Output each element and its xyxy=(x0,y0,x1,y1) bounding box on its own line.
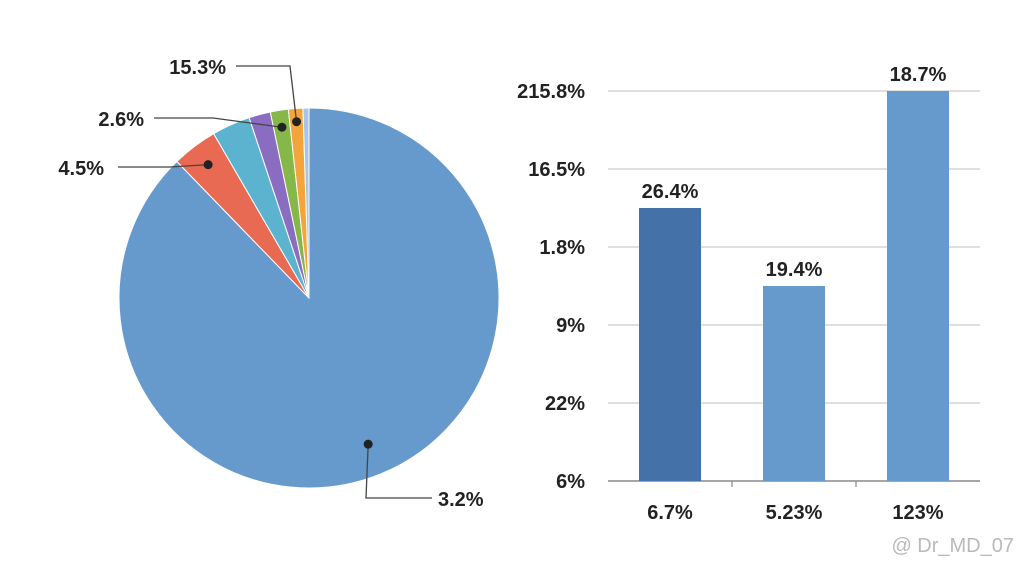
pie-leader-line xyxy=(118,163,209,168)
pie-leader-dot xyxy=(292,117,302,127)
bar-category-label: 5.23% xyxy=(766,502,823,524)
pie-leader-dot xyxy=(277,122,287,132)
pie-leader-line xyxy=(154,117,283,128)
pie-chart: 3.2% 4.5% 2.6% 15.3% xyxy=(58,57,500,511)
bar-y-tick-label: 215.8% xyxy=(517,81,585,103)
pie-leader-dot xyxy=(363,439,373,449)
bar-0 xyxy=(639,208,701,481)
pie-slice-6 xyxy=(302,107,310,299)
pie-leader-line xyxy=(365,444,432,499)
bar-data-label: 26.4% xyxy=(642,181,699,203)
bar-data-label: 18.7% xyxy=(890,64,947,86)
pie-slice-label: 4.5% xyxy=(58,158,104,180)
bar-data-label: 19.4% xyxy=(766,259,823,281)
bar-y-tick-label: 22% xyxy=(545,393,585,415)
pie-leader-dot xyxy=(203,160,213,170)
bar-y-tick-label: 1.8% xyxy=(539,237,585,259)
bar-chart: 6% 22% 9% 1.8% 16.5% 215.8% 26.4% 6.7% 19.4% 5.23… xyxy=(517,64,980,524)
bar-category-label: 123% xyxy=(892,502,943,524)
bar-y-tick-label: 6% xyxy=(556,471,585,493)
pie-leader-line xyxy=(236,65,298,122)
pie-slice-label: 15.3% xyxy=(169,57,226,79)
bar-2 xyxy=(887,91,949,481)
bar-y-tick-label: 16.5% xyxy=(528,159,585,181)
bar-y-tick-label: 9% xyxy=(556,315,585,337)
watermark-text: @ Dr_MD_07 xyxy=(891,535,1014,557)
pie-slice-label: 2.6% xyxy=(98,109,144,131)
watermark: @ Dr_MD_07 xyxy=(891,535,1014,558)
bar-category-label: 6.7% xyxy=(647,502,693,524)
bar-1 xyxy=(763,286,825,481)
pie-slice-label: 3.2% xyxy=(438,489,484,511)
